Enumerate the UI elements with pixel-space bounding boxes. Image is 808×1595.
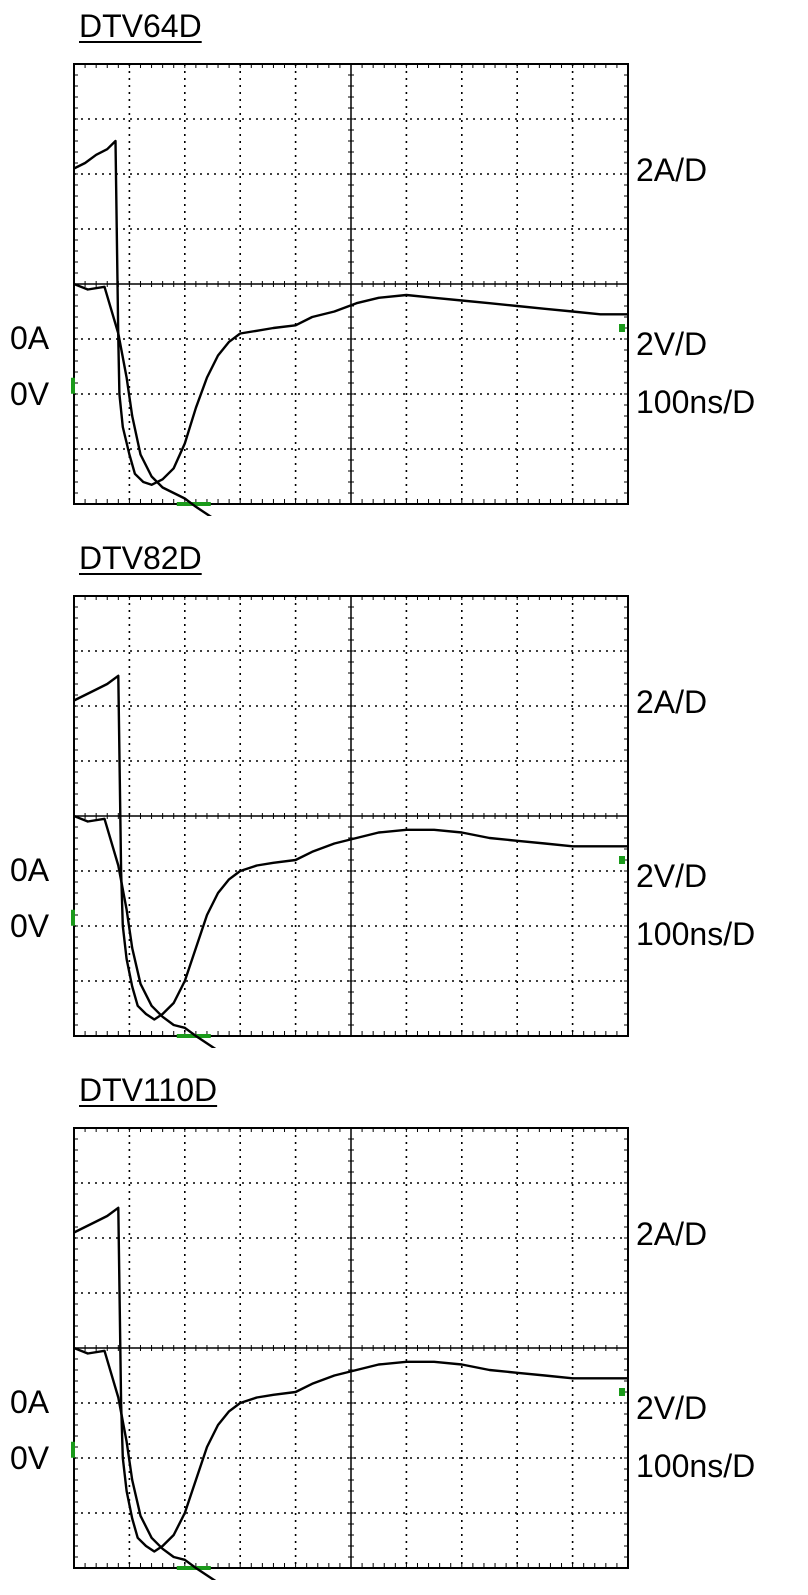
scope-panel-dtv64d: DTV64D 0A 0V 2A/D 2V/D 100ns/D [0, 0, 808, 520]
status-marker [176, 1566, 211, 1570]
ground-marker [71, 377, 75, 394]
voltage-trace [73, 674, 628, 1021]
current-scale-label: 2A/D [636, 1216, 708, 1252]
voltage-trace [73, 139, 628, 486]
oscilloscope-plot [71, 595, 629, 1048]
oscilloscope-plot [71, 63, 629, 516]
status-marker [176, 1034, 211, 1038]
current-zero-label: 0A [10, 1384, 50, 1420]
trigger-marker [619, 1388, 625, 1396]
current-scale-label: 2A/D [636, 152, 708, 188]
trigger-marker [619, 856, 625, 864]
chart-title: DTV82D [79, 540, 202, 576]
current-trace [73, 814, 217, 1048]
ground-marker [71, 1441, 75, 1458]
current-zero-label: 0A [10, 320, 50, 356]
time-scale-label: 100ns/D [636, 916, 756, 952]
scope-panel-dtv110d: DTV110D 0A 0V 2A/D 2V/D 100ns/D [0, 1064, 808, 1584]
current-trace [73, 1346, 217, 1580]
chart-title: DTV64D [79, 8, 202, 44]
voltage-zero-label: 0V [10, 376, 50, 412]
voltage-scale-label: 2V/D [636, 1390, 708, 1426]
ground-marker [71, 909, 75, 926]
current-trace [73, 282, 212, 516]
chart-title: DTV110D [79, 1072, 218, 1108]
voltage-scale-label: 2V/D [636, 858, 708, 894]
oscilloscope-plot [71, 1127, 629, 1580]
voltage-scale-label: 2V/D [636, 326, 708, 362]
voltage-trace [73, 1206, 628, 1553]
current-scale-label: 2A/D [636, 684, 708, 720]
current-zero-label: 0A [10, 852, 50, 888]
time-scale-label: 100ns/D [636, 384, 756, 420]
scope-panel-dtv82d: DTV82D 0A 0V 2A/D 2V/D 100ns/D [0, 532, 808, 1052]
trigger-marker [619, 324, 625, 332]
voltage-zero-label: 0V [10, 908, 50, 944]
time-scale-label: 100ns/D [636, 1448, 756, 1484]
voltage-zero-label: 0V [10, 1440, 50, 1476]
